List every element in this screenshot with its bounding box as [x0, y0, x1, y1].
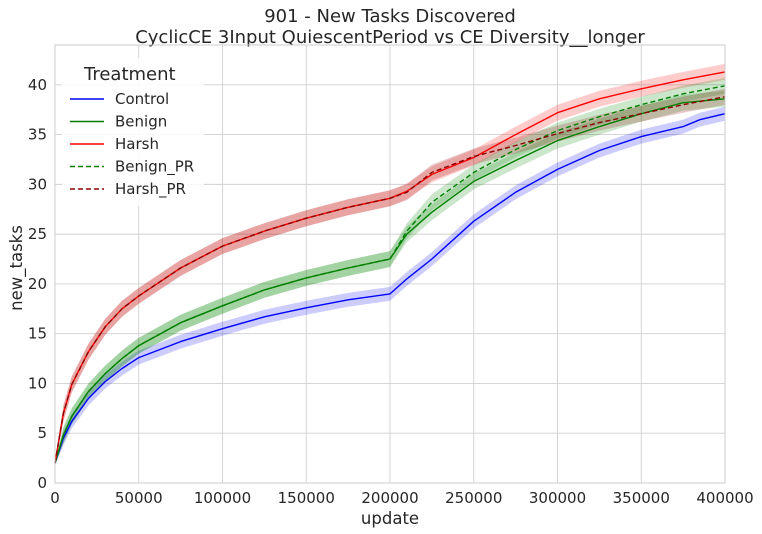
- legend-label: Harsh_PR: [115, 180, 186, 199]
- y-axis-label: new_tasks: [7, 225, 27, 311]
- series-line-control: [54, 113, 726, 464]
- x-tick-label: 150000: [278, 489, 335, 507]
- y-tick-label: 35: [28, 126, 47, 144]
- x-tick-label: 300000: [529, 489, 586, 507]
- legend-label: Benign: [115, 113, 167, 131]
- x-tick-label: 200000: [361, 489, 418, 507]
- legend-label: Benign_PR: [115, 158, 194, 177]
- y-tick-label: 40: [28, 76, 47, 94]
- legend-label: Control: [115, 90, 169, 108]
- confidence-bands: [55, 63, 725, 466]
- chart-subtitle: CyclicCE 3Input QuiescentPeriod vs CE Di…: [135, 27, 645, 48]
- x-tick-label: 50000: [115, 489, 163, 507]
- legend-box: [62, 58, 204, 206]
- y-tick-label: 25: [28, 225, 47, 243]
- legend-label: Harsh: [115, 135, 159, 153]
- x-tick-label: 100000: [194, 489, 251, 507]
- x-tick-label: 250000: [445, 489, 502, 507]
- x-tick-label: 400000: [696, 489, 753, 507]
- legend: Treatment Control Benign Harsh Benign_PR Har…: [62, 58, 204, 206]
- y-tick-label: 20: [28, 275, 47, 293]
- x-tick-label: 0: [50, 489, 60, 507]
- chart-title: 901 - New Tasks Discovered: [264, 6, 516, 27]
- x-tick-label: 350000: [613, 489, 670, 507]
- confidence-band-harsh: [55, 63, 725, 466]
- series-lines: [54, 71, 726, 464]
- y-tick-label: 30: [28, 175, 47, 193]
- y-tick-label: 15: [28, 325, 47, 343]
- y-tick-label: 10: [28, 374, 47, 392]
- y-tick-label: 0: [37, 474, 47, 492]
- series-line-benign_pr: [54, 85, 726, 464]
- x-axis-label: update: [361, 509, 419, 528]
- legend-title: Treatment: [83, 64, 176, 85]
- tick-labels: 0 50000 100000 150000 200000 250000 300000 3500…: [28, 76, 754, 507]
- y-tick-label: 5: [37, 424, 47, 442]
- series-line-harsh_pr: [54, 96, 726, 464]
- plot-frame: [54, 44, 726, 484]
